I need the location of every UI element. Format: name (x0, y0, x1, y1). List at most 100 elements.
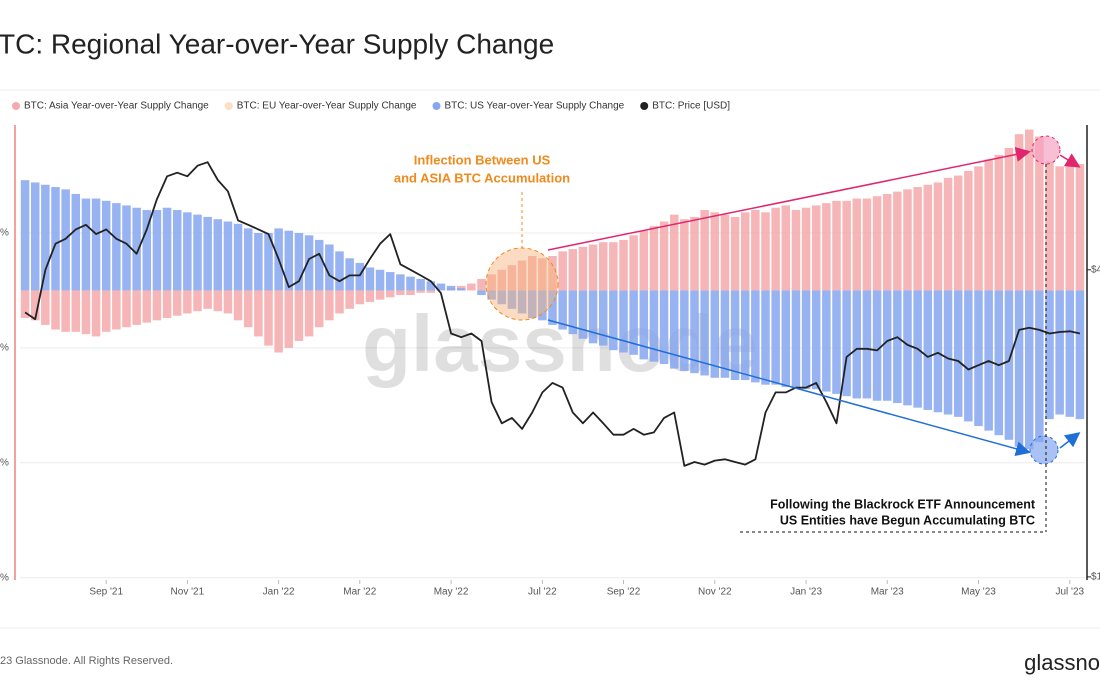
bar (882, 193, 892, 291)
bar (568, 290, 578, 335)
bar (1045, 290, 1054, 420)
bar (497, 269, 507, 291)
bar (588, 244, 598, 291)
bar (872, 290, 882, 401)
bar (1004, 147, 1014, 291)
legend-label[interactable]: BTC: US Year-over-Year Supply Change (444, 101, 624, 112)
bar (801, 290, 811, 390)
bars (20, 129, 1085, 450)
bar (527, 290, 537, 319)
trend-arrow (547, 147, 1031, 251)
bar (477, 278, 486, 291)
x-tick-label: May '23 (961, 587, 996, 598)
legend-label[interactable]: BTC: Price [USD] (652, 101, 730, 112)
bar (264, 233, 273, 291)
bar (1035, 136, 1044, 291)
bar (923, 290, 933, 410)
bar (203, 216, 212, 291)
bar (751, 210, 760, 291)
bar (264, 290, 273, 346)
bar (669, 290, 679, 369)
bar (852, 290, 862, 399)
bar (548, 290, 557, 325)
bar (243, 290, 253, 328)
bar (943, 290, 953, 415)
bar (1055, 166, 1064, 291)
bar (720, 214, 730, 291)
bar (588, 290, 598, 344)
bar (649, 226, 659, 291)
bar (254, 233, 263, 291)
bar (913, 187, 922, 291)
bar (30, 182, 40, 291)
bar (862, 198, 872, 291)
bar (183, 290, 192, 314)
bar (172, 290, 182, 316)
bar (385, 290, 395, 298)
bar (974, 290, 983, 427)
bar (751, 290, 760, 383)
bar (822, 290, 831, 392)
bar (598, 290, 608, 346)
bar (132, 290, 141, 325)
bar (304, 235, 314, 291)
bar (294, 233, 304, 291)
bar (304, 290, 314, 337)
bar (101, 290, 111, 332)
bar (740, 212, 750, 291)
bar (598, 242, 608, 291)
legend-marker (432, 102, 441, 110)
bar (1065, 166, 1075, 291)
bar (639, 290, 649, 360)
x-tick-label: Jul '22 (528, 587, 557, 598)
bar (446, 285, 456, 291)
bar (953, 175, 963, 291)
bar (294, 290, 304, 342)
trend-arrow (1059, 153, 1081, 168)
bar (1004, 290, 1014, 440)
bar (923, 184, 933, 291)
bar (872, 196, 882, 291)
bar (1065, 290, 1075, 417)
bar (20, 180, 30, 291)
bar (396, 274, 405, 291)
legend-label[interactable]: BTC: EU Year-over-Year Supply Change (237, 101, 417, 112)
bar (517, 260, 527, 291)
bar (162, 207, 172, 291)
bar (781, 290, 791, 387)
bar (629, 290, 638, 355)
legend-label[interactable]: BTC: Asia Year-over-Year Supply Change (24, 101, 209, 112)
bar (345, 258, 354, 291)
bar (213, 219, 223, 291)
bar (1035, 290, 1044, 443)
bar (761, 290, 770, 385)
x-tick-label: May '22 (434, 587, 469, 598)
bar (325, 244, 334, 291)
bar (314, 239, 324, 291)
bar (994, 290, 1004, 436)
bar (355, 262, 365, 291)
legend-marker (224, 102, 233, 110)
bar (669, 214, 679, 291)
bar (832, 290, 841, 394)
highlight-circle (1031, 135, 1061, 165)
bar (91, 198, 101, 291)
y-tick-label: % (0, 572, 9, 583)
bar (233, 223, 243, 291)
bar (680, 219, 689, 291)
bar (375, 269, 385, 291)
bar (710, 290, 720, 378)
bar (558, 251, 567, 291)
bar (345, 290, 354, 309)
annotation: and ASIA BTC Accumulation (394, 170, 570, 185)
bar (953, 290, 963, 417)
bar (142, 290, 152, 323)
bar (609, 290, 618, 351)
bar (974, 166, 983, 291)
bar (984, 159, 993, 291)
bar (882, 290, 892, 401)
bar (730, 290, 740, 381)
bar (487, 290, 496, 300)
bar (355, 290, 365, 305)
bar (142, 210, 152, 291)
